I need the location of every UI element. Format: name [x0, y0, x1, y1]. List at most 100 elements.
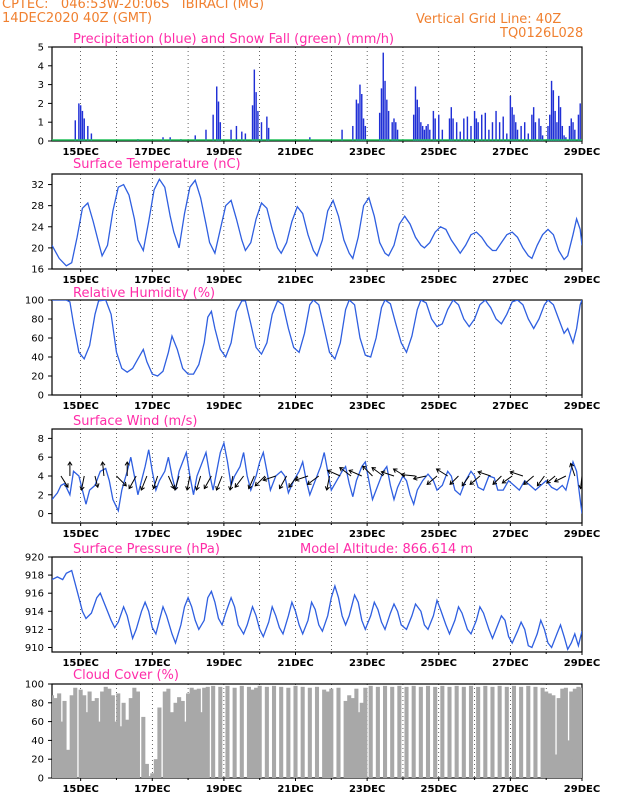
- cloud-bar: [186, 693, 191, 778]
- wind-vector: [215, 475, 223, 491]
- x-tick-label: 19DEC: [206, 401, 242, 412]
- x-tick-label: 15DEC: [62, 784, 98, 795]
- cloud-bar: [368, 685, 373, 778]
- plot-area: [52, 685, 582, 778]
- precip-bar: [498, 122, 501, 141]
- cloud-bar: [87, 691, 92, 778]
- cloud-bar: [519, 686, 524, 778]
- series-line: [52, 440, 582, 514]
- wind-vector: [79, 475, 85, 491]
- precip-bar: [384, 80, 386, 141]
- cloud-bar: [57, 693, 62, 778]
- y-tick-label: 4: [38, 61, 44, 72]
- precip-bar: [418, 107, 420, 141]
- series-line: [52, 569, 582, 651]
- precip-bar: [355, 99, 358, 141]
- cloud-bar: [91, 700, 96, 778]
- x-tick-label: 25DEC: [421, 275, 457, 286]
- wind-vector: [60, 475, 69, 488]
- cloud-bar: [132, 687, 137, 778]
- wind-vector-head: [234, 483, 240, 488]
- y-tick-label: 2: [38, 490, 44, 501]
- precip-bar: [425, 125, 427, 141]
- wind-vector-head: [94, 483, 100, 489]
- cloud-bar: [497, 685, 502, 778]
- wind-vector-shaft: [371, 467, 384, 477]
- cloud-bar: [560, 688, 565, 778]
- precip-bar: [427, 124, 429, 141]
- wind-vector-shaft: [502, 475, 513, 484]
- precip-bar: [393, 118, 395, 141]
- cloud-bar: [390, 686, 395, 778]
- wind-vector-head: [140, 485, 145, 491]
- wind-vector: [288, 475, 298, 488]
- cloud-bar: [107, 688, 112, 778]
- wind-vector-head: [326, 469, 332, 475]
- wind-vector-shaft: [326, 475, 331, 491]
- precip-bar: [253, 69, 256, 141]
- x-tick-label: 21DEC: [277, 784, 313, 795]
- wind-vector-shaft: [436, 468, 448, 477]
- x-tick-label: 29DEC: [564, 147, 600, 158]
- y-tick-label: 40: [31, 353, 44, 364]
- wind-vector-head: [339, 467, 344, 472]
- y-tick-label: 0: [38, 509, 44, 520]
- wind-vector: [380, 470, 395, 477]
- wind-vector: [461, 475, 470, 487]
- cloud-bar: [397, 685, 402, 778]
- wind-vector-shaft: [469, 475, 481, 485]
- plot-area: [52, 569, 582, 651]
- wind-vector: [173, 475, 180, 491]
- cloud-bar: [307, 687, 312, 778]
- wind-vector: [536, 475, 545, 487]
- precip-bar: [352, 125, 354, 141]
- y-tick-label: 40: [31, 736, 44, 747]
- cloud-bar: [69, 695, 74, 778]
- model-code: TQ0126L028: [500, 26, 584, 41]
- precip-bar: [78, 103, 80, 141]
- plot-area: [52, 440, 582, 514]
- y-tick-label: 0: [38, 391, 44, 402]
- cloud-bar: [425, 685, 431, 778]
- precip-bar: [554, 110, 556, 141]
- cloud-bar: [157, 707, 162, 778]
- precip-bar: [459, 131, 461, 141]
- cloud-bar: [454, 685, 459, 778]
- precip-bar: [473, 110, 476, 141]
- cloud-bar: [411, 685, 416, 778]
- wind-vector: [400, 472, 416, 478]
- x-tick-label: 17DEC: [134, 529, 170, 540]
- wind-vector-head: [185, 486, 191, 491]
- x-tick-label: 17DEC: [134, 658, 170, 669]
- precip-bar: [378, 112, 381, 141]
- wind-vector-head: [536, 481, 542, 487]
- wind-vector-head: [477, 470, 483, 476]
- cloud-bar: [579, 687, 582, 778]
- x-tick-label: 29DEC: [564, 275, 600, 286]
- wind-vector: [326, 469, 341, 477]
- y-tick-label: 28: [31, 201, 44, 212]
- cloud-bar: [193, 689, 198, 778]
- x-tick-label: 19DEC: [206, 658, 242, 669]
- cloud-bar: [533, 686, 538, 778]
- precip-bar: [79, 105, 82, 141]
- y-tick-label: 910: [25, 643, 44, 654]
- cloud-bar: [314, 686, 320, 778]
- x-tick-label: 29DEC: [564, 658, 600, 669]
- precip-bar: [412, 114, 415, 141]
- x-tick-label: 27DEC: [492, 658, 528, 669]
- wind-vector-shaft: [554, 475, 567, 483]
- cloud-bar: [569, 691, 574, 778]
- precip-bar: [169, 137, 171, 141]
- cloud-bar: [225, 685, 230, 778]
- precip-bar: [359, 84, 361, 141]
- precip-bar: [565, 137, 567, 141]
- precip-bar: [90, 133, 93, 141]
- wind-vector-head: [509, 470, 515, 476]
- cloud-bar: [504, 686, 509, 778]
- cloud-bar: [350, 698, 355, 778]
- precip-bar: [538, 118, 540, 141]
- y-tick-label: 20: [31, 243, 44, 254]
- wind-vector: [435, 468, 448, 477]
- wind-vector-shaft: [381, 471, 395, 477]
